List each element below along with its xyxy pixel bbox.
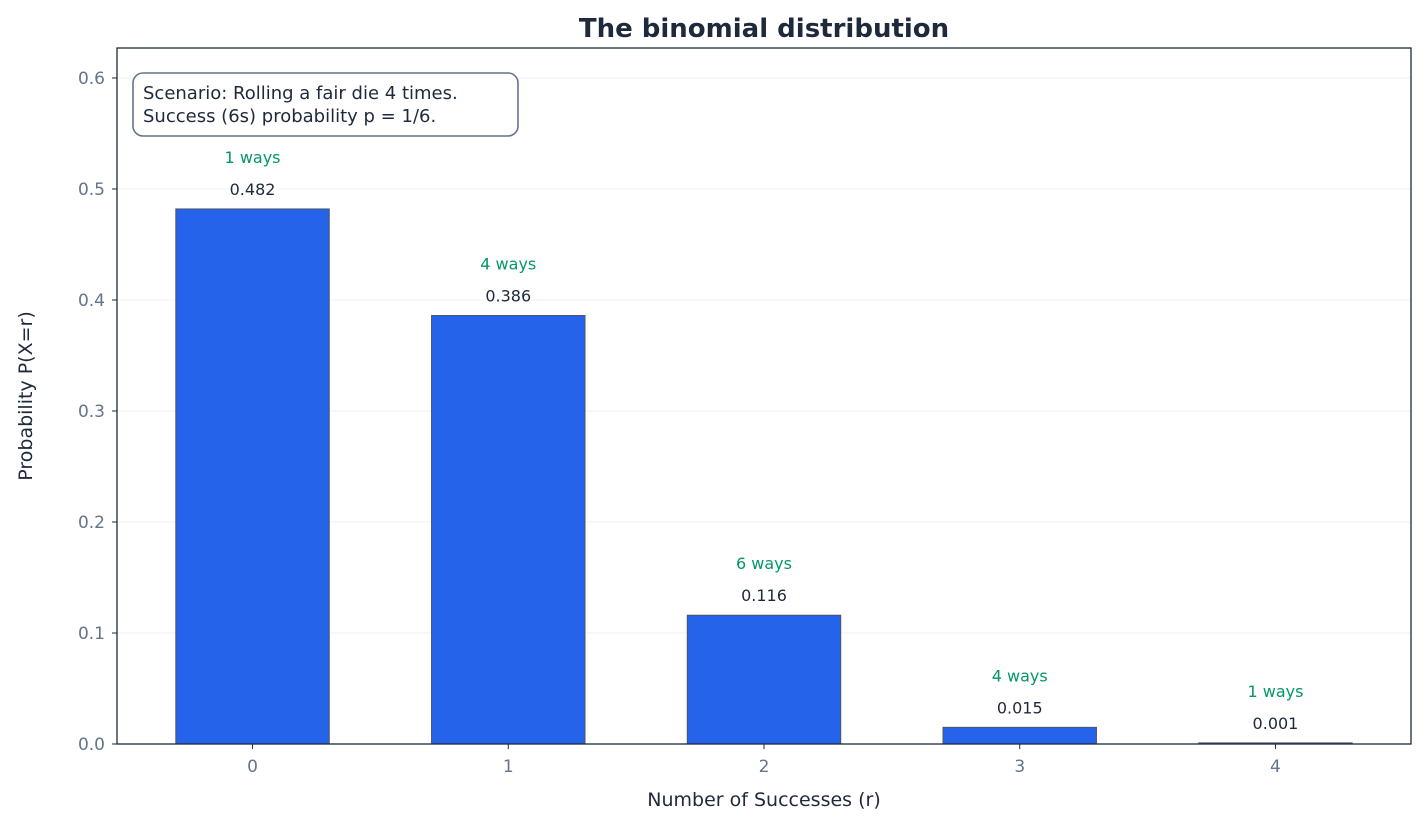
bars	[175, 208, 1353, 745]
y-tick-label: 0.6	[78, 69, 105, 89]
value-label: 0.386	[485, 287, 531, 306]
value-label: 0.001	[1253, 714, 1299, 733]
x-tick-label: 1	[503, 757, 514, 777]
y-axis-ticks: 0.0 0.1 0.2 0.3 0.4 0.5 0.6	[78, 69, 117, 755]
ways-label: 1 ways	[1247, 682, 1303, 701]
y-tick-label: 0.3	[78, 402, 105, 422]
y-tick-label: 0.1	[78, 624, 105, 644]
bar-3	[942, 726, 1097, 745]
ways-label: 4 ways	[992, 666, 1048, 685]
bar-2	[686, 614, 842, 745]
ways-label: 1 ways	[225, 148, 281, 167]
ways-label: 6 ways	[736, 554, 792, 573]
x-tick-label: 4	[1270, 757, 1281, 777]
y-tick-label: 0.4	[78, 291, 105, 311]
value-label: 0.482	[230, 180, 276, 199]
bar-labels: 0.482 1 ways 0.386 4 ways 0.116 6 ways 0.015 4 …	[225, 148, 1304, 733]
y-tick-label: 0.0	[78, 735, 105, 755]
x-tick-label: 0	[247, 757, 258, 777]
bar-0	[175, 208, 330, 745]
y-tick-label: 0.5	[78, 180, 105, 200]
annotation-box	[132, 72, 519, 137]
bar-1	[431, 315, 586, 745]
x-axis-label: Number of Successes (r)	[647, 789, 880, 811]
y-tick-label: 0.2	[78, 513, 105, 533]
value-label: 0.116	[741, 586, 787, 605]
scenario-annotation: Scenario: Rolling a fair die 4 times. Su…	[132, 72, 519, 137]
chart-title: The binomial distribution	[579, 14, 949, 44]
annotation-line-1: Scenario: Rolling a fair die 4 times.	[143, 83, 458, 104]
value-label: 0.015	[997, 698, 1043, 717]
x-tick-label: 3	[1014, 757, 1025, 777]
ways-label: 4 ways	[480, 255, 536, 274]
annotation-line-2: Success (6s) probability p = 1/6.	[143, 106, 436, 127]
x-axis-ticks: 0 1 2 3 4	[247, 744, 1281, 777]
x-tick-label: 2	[759, 757, 770, 777]
y-axis-label: Probability P(X=r)	[15, 311, 37, 481]
